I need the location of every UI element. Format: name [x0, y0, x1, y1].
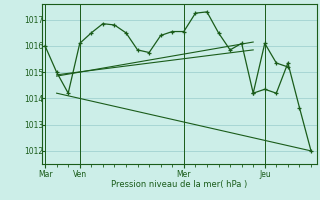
X-axis label: Pression niveau de la mer( hPa ): Pression niveau de la mer( hPa ) [111, 180, 247, 189]
